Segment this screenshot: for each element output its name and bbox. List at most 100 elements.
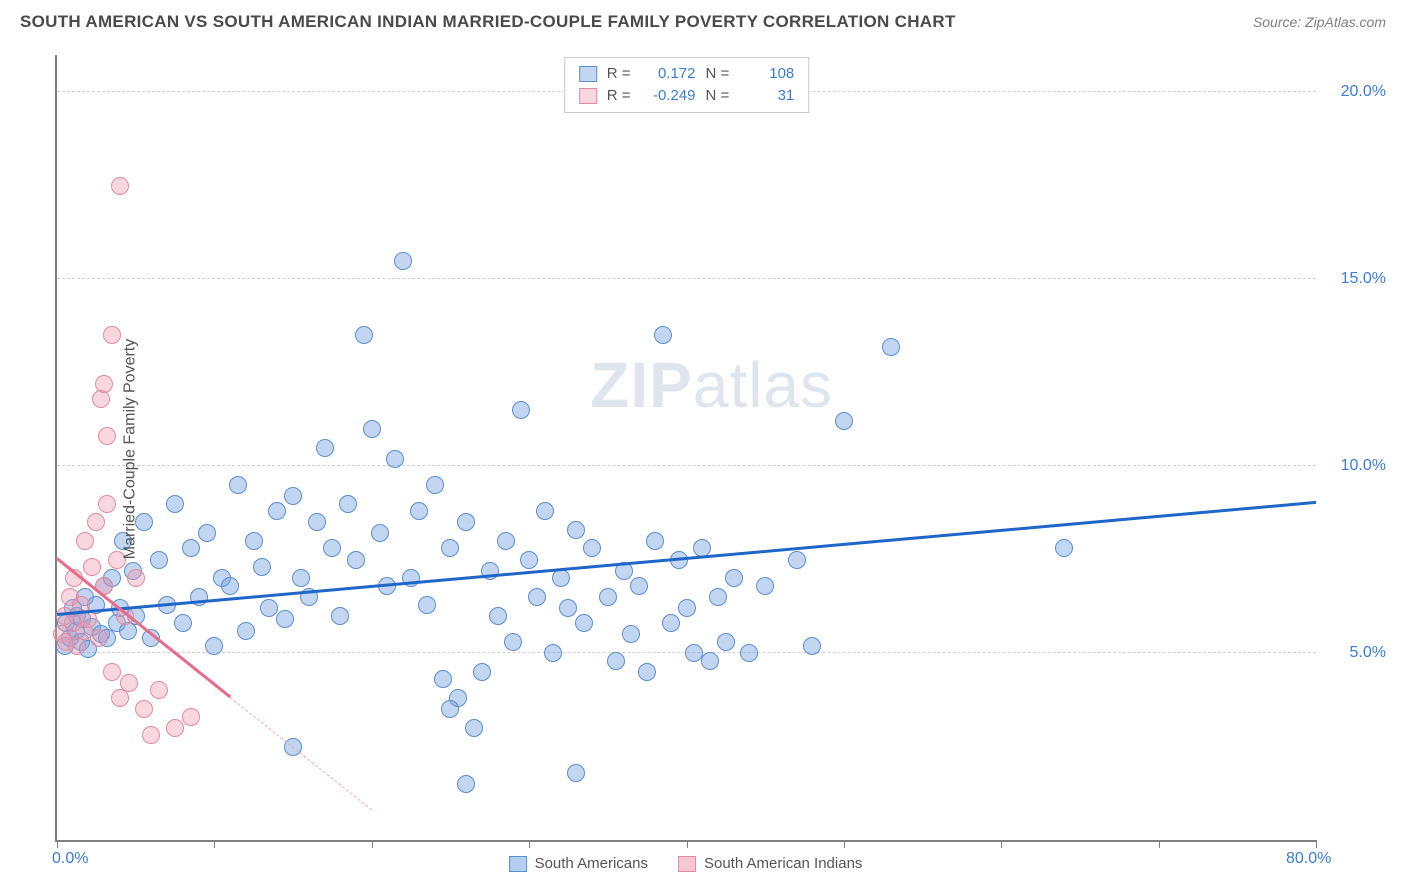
legend-r-label: R = bbox=[607, 85, 631, 107]
data-point bbox=[512, 401, 530, 419]
data-point bbox=[127, 569, 145, 587]
source-label: Source: ZipAtlas.com bbox=[1253, 14, 1386, 30]
data-point bbox=[253, 558, 271, 576]
data-point bbox=[142, 726, 160, 744]
data-point bbox=[701, 652, 719, 670]
x-tick bbox=[844, 840, 845, 848]
data-point bbox=[410, 502, 428, 520]
x-tick bbox=[57, 840, 58, 848]
y-axis-title: Married-Couple Family Poverty bbox=[121, 338, 139, 559]
data-point bbox=[237, 622, 255, 640]
x-tick bbox=[214, 840, 215, 848]
x-tick bbox=[372, 840, 373, 848]
data-point bbox=[536, 502, 554, 520]
y-tick-label: 5.0% bbox=[1350, 644, 1386, 662]
data-point bbox=[552, 569, 570, 587]
data-point bbox=[98, 427, 116, 445]
data-point bbox=[120, 674, 138, 692]
data-point bbox=[347, 551, 365, 569]
data-point bbox=[166, 495, 184, 513]
legend-swatch bbox=[579, 66, 597, 82]
legend-swatch bbox=[509, 856, 527, 872]
data-point bbox=[87, 513, 105, 531]
data-point bbox=[292, 569, 310, 587]
data-point bbox=[182, 539, 200, 557]
data-point bbox=[434, 670, 452, 688]
data-point bbox=[363, 420, 381, 438]
data-point bbox=[567, 521, 585, 539]
x-tick-label: 80.0% bbox=[1286, 850, 1331, 868]
data-point bbox=[473, 663, 491, 681]
data-point bbox=[402, 569, 420, 587]
x-tick-label: 0.0% bbox=[52, 850, 88, 868]
x-tick bbox=[1316, 840, 1317, 848]
trend-line bbox=[230, 697, 372, 810]
data-point bbox=[221, 577, 239, 595]
data-point bbox=[198, 524, 216, 542]
data-point bbox=[386, 450, 404, 468]
x-tick bbox=[1001, 840, 1002, 848]
data-point bbox=[654, 326, 672, 344]
data-point bbox=[182, 708, 200, 726]
data-point bbox=[331, 607, 349, 625]
series-legend: South Americans South American Indians bbox=[509, 855, 863, 872]
data-point bbox=[76, 532, 94, 550]
data-point bbox=[583, 539, 601, 557]
legend-item: South American Indians bbox=[678, 855, 862, 872]
legend-row: R =0.172N =108 bbox=[579, 63, 795, 85]
data-point bbox=[528, 588, 546, 606]
legend-label: South Americans bbox=[535, 855, 648, 872]
x-tick bbox=[1159, 840, 1160, 848]
legend-n-value: 108 bbox=[739, 63, 794, 85]
data-point bbox=[1055, 539, 1073, 557]
gridline bbox=[57, 278, 1316, 279]
data-point bbox=[717, 633, 735, 651]
data-point bbox=[575, 614, 593, 632]
data-point bbox=[567, 764, 585, 782]
legend-r-value: -0.249 bbox=[641, 85, 696, 107]
data-point bbox=[622, 625, 640, 643]
data-point bbox=[90, 629, 108, 647]
y-tick-label: 10.0% bbox=[1341, 457, 1386, 475]
data-point bbox=[678, 599, 696, 617]
data-point bbox=[441, 539, 459, 557]
data-point bbox=[111, 177, 129, 195]
watermark: ZIPatlas bbox=[590, 348, 833, 422]
data-point bbox=[638, 663, 656, 681]
data-point bbox=[489, 607, 507, 625]
data-point bbox=[245, 532, 263, 550]
data-point bbox=[835, 412, 853, 430]
y-tick-label: 15.0% bbox=[1341, 270, 1386, 288]
data-point bbox=[276, 610, 294, 628]
legend-row: R =-0.249N =31 bbox=[579, 85, 795, 107]
data-point bbox=[418, 596, 436, 614]
legend-n-label: N = bbox=[706, 63, 730, 85]
data-point bbox=[103, 326, 121, 344]
data-point bbox=[95, 375, 113, 393]
legend-item: South Americans bbox=[509, 855, 648, 872]
data-point bbox=[150, 681, 168, 699]
data-point bbox=[205, 637, 223, 655]
data-point bbox=[355, 326, 373, 344]
data-point bbox=[150, 551, 168, 569]
x-tick bbox=[529, 840, 530, 848]
data-point bbox=[441, 700, 459, 718]
legend-swatch bbox=[579, 88, 597, 104]
data-point bbox=[323, 539, 341, 557]
data-point bbox=[457, 513, 475, 531]
data-point bbox=[316, 439, 334, 457]
data-point bbox=[166, 719, 184, 737]
data-point bbox=[504, 633, 522, 651]
data-point bbox=[520, 551, 538, 569]
data-point bbox=[83, 558, 101, 576]
data-point bbox=[308, 513, 326, 531]
data-point bbox=[135, 700, 153, 718]
data-point bbox=[339, 495, 357, 513]
data-point bbox=[457, 775, 475, 793]
data-point bbox=[709, 588, 727, 606]
chart-area: ZIPatlas R =0.172N =108R =-0.249N =31 5.… bbox=[55, 55, 1316, 842]
legend-r-label: R = bbox=[607, 63, 631, 85]
data-point bbox=[174, 614, 192, 632]
data-point bbox=[646, 532, 664, 550]
data-point bbox=[662, 614, 680, 632]
